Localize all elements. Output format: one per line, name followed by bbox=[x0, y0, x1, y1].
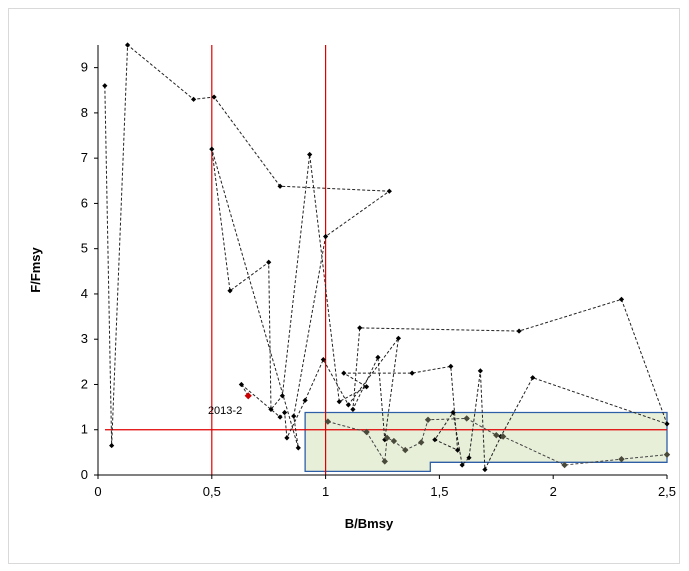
trajectory-point bbox=[466, 455, 472, 461]
x-tick-label: 1 bbox=[322, 484, 329, 499]
trajectory-point bbox=[432, 437, 438, 443]
y-tick-label: 6 bbox=[81, 195, 88, 210]
target-zone-point bbox=[381, 458, 388, 465]
trajectory-point bbox=[450, 409, 456, 416]
trajectory-point bbox=[618, 296, 625, 302]
trajectory-point bbox=[307, 151, 313, 158]
x-axis-title: B/Bmsy bbox=[345, 516, 394, 531]
target-region bbox=[304, 411, 668, 473]
reference-lines-layer bbox=[105, 45, 667, 475]
x-tick-label: 2 bbox=[550, 484, 557, 499]
y-tick-label: 5 bbox=[81, 241, 88, 256]
target-zone-point bbox=[493, 431, 500, 439]
trajectory-lines-layer bbox=[104, 43, 668, 470]
y-tick-label: 3 bbox=[81, 331, 88, 346]
trajectory-point bbox=[448, 363, 454, 369]
trajectory-point bbox=[459, 462, 465, 468]
target-zone-point bbox=[324, 418, 332, 425]
latest-point bbox=[244, 392, 252, 400]
trajectory-line bbox=[104, 43, 668, 470]
trajectory-point bbox=[363, 384, 370, 390]
trajectory-point bbox=[209, 146, 215, 152]
trajectory-point bbox=[375, 354, 381, 360]
target-zone-point bbox=[383, 434, 391, 442]
trajectory-point bbox=[482, 466, 488, 473]
trajectory-point bbox=[516, 328, 522, 334]
target-zone-point bbox=[424, 416, 432, 423]
target-zone-point bbox=[618, 455, 625, 463]
trajectory-point bbox=[190, 96, 197, 102]
trajectory-point bbox=[282, 409, 288, 416]
trajectory-markers-layer bbox=[102, 42, 671, 473]
target-zone-point bbox=[561, 461, 568, 469]
y-tick-label: 7 bbox=[81, 150, 88, 165]
y-tick-label: 8 bbox=[81, 105, 88, 120]
x-tick-label: 1,5 bbox=[430, 484, 448, 499]
trajectory-point bbox=[102, 83, 108, 89]
trajectory-point bbox=[530, 375, 536, 381]
y-tick-label: 0 bbox=[81, 467, 88, 482]
trajectory-point bbox=[455, 447, 461, 453]
target-zone-point bbox=[417, 439, 425, 446]
y-tick-label: 9 bbox=[81, 60, 88, 75]
trajectory-point bbox=[302, 397, 308, 403]
x-tick-label: 0 bbox=[94, 484, 101, 499]
labels-layer: B/Bmsy F/Fmsy 2013-2 bbox=[28, 246, 394, 531]
trajectory-point bbox=[124, 42, 131, 48]
trajectory-point bbox=[277, 183, 283, 189]
axes-layer: 0 1 2 3 4 5 6 7 8 9 0 0,5 1 1,5 2 2,5 bbox=[81, 45, 676, 499]
y-tick-label: 1 bbox=[81, 422, 88, 437]
trajectory-point bbox=[277, 414, 283, 420]
trajectory-point bbox=[409, 370, 415, 376]
trajectory-point bbox=[345, 402, 351, 408]
trajectory-point bbox=[268, 406, 274, 412]
trajectory-point bbox=[350, 406, 356, 412]
target-zone-point bbox=[499, 433, 507, 440]
y-tick-label: 2 bbox=[81, 376, 88, 391]
trajectory-point bbox=[386, 188, 392, 194]
trajectory-point bbox=[291, 413, 297, 419]
trajectory-point bbox=[279, 393, 285, 399]
trajectory-point bbox=[320, 356, 326, 363]
target-zone-point bbox=[463, 415, 470, 422]
trajectory-point bbox=[284, 435, 290, 441]
trajectory-point bbox=[477, 368, 483, 374]
y-tick-label: 4 bbox=[81, 286, 88, 301]
trajectory-point bbox=[395, 335, 402, 341]
trajectory-point bbox=[295, 445, 301, 451]
target-zone-point bbox=[363, 428, 370, 436]
target-zone-point bbox=[390, 437, 398, 445]
trajectory-point bbox=[341, 370, 347, 376]
trajectory-point bbox=[323, 233, 329, 240]
x-tick-label: 0,5 bbox=[203, 484, 221, 499]
x-tick-label: 2,5 bbox=[658, 484, 676, 499]
trajectory-point bbox=[336, 399, 342, 405]
y-axis-title: F/Fmsy bbox=[28, 246, 43, 292]
target-region-layer bbox=[304, 411, 668, 473]
trajectory-point bbox=[238, 381, 244, 388]
target-zone-point bbox=[402, 446, 409, 454]
trajectory-line-target-zone bbox=[327, 417, 668, 466]
latest-point-label: 2013-2 bbox=[208, 405, 242, 417]
trajectory-point bbox=[211, 94, 217, 100]
trajectory-point bbox=[357, 325, 363, 331]
trajectory-point bbox=[109, 442, 115, 449]
trajectory-point bbox=[227, 288, 233, 294]
trajectory-point bbox=[266, 259, 272, 265]
target-zone-point bbox=[663, 451, 671, 458]
trajectory-point bbox=[664, 421, 670, 427]
